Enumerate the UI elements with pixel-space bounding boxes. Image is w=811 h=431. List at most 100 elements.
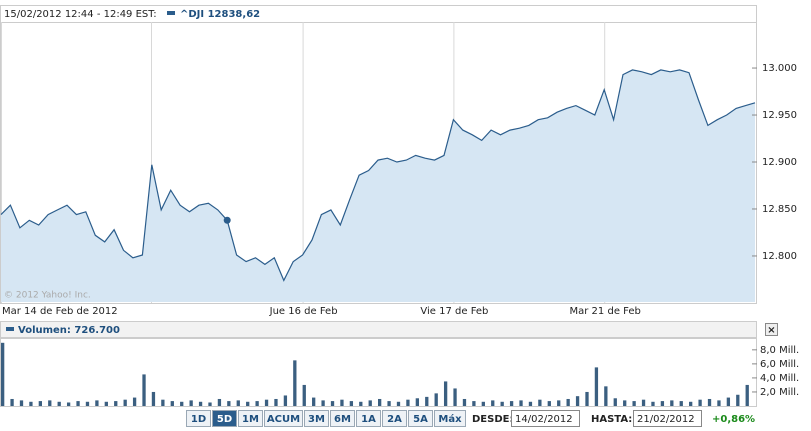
volume-bar: [585, 391, 589, 406]
volume-bar: [359, 401, 363, 406]
volume-bar: [623, 400, 627, 406]
range-label: 5A: [413, 414, 428, 425]
close-button[interactable]: [765, 323, 778, 336]
volume-bar: [736, 394, 740, 406]
volume-bar: [104, 401, 108, 406]
price-area: [1, 69, 755, 303]
volume-bar: [481, 401, 485, 406]
volume-bar: [443, 381, 448, 406]
volume-bar: [462, 398, 467, 406]
volume-bar: [660, 401, 665, 406]
volume-bar: [227, 401, 231, 406]
volume-bar: [208, 402, 212, 406]
volume-bar: [1, 342, 5, 406]
volume-bar: [670, 400, 674, 406]
from-input[interactable]: [511, 410, 580, 427]
volume-bar: [378, 398, 382, 406]
volume-bar: [293, 360, 297, 406]
volume-bar: [302, 384, 306, 406]
volume-bar: [425, 396, 429, 406]
volume-bar: [274, 398, 278, 406]
range-label: 3M: [308, 414, 325, 425]
y-tick-label: 8,0 Mill.: [760, 345, 799, 356]
range-button[interactable]: [382, 410, 407, 427]
range-button[interactable]: [434, 410, 466, 427]
volume-bar: [651, 401, 655, 406]
hover-point: [223, 216, 231, 224]
volume-bar: [415, 398, 419, 406]
volume-bar: [19, 400, 24, 406]
x-tick-label: Mar 21 de Feb: [570, 306, 641, 317]
volume-bar: [189, 400, 193, 406]
range-button[interactable]: [356, 410, 381, 427]
volume-bar: [57, 401, 61, 406]
volume-bar: [500, 401, 504, 406]
volume-bar: [547, 401, 551, 406]
volume-bar: [85, 401, 90, 406]
volume-bar: [368, 400, 372, 406]
range-label: Máx: [438, 413, 462, 425]
controls: 1D 5D 1M ACUM 3M 6M 1A 2A 5A Máx DESDE: 14/02/2012 H…: [186, 410, 755, 427]
volume-bar: [604, 386, 608, 406]
volume-bar: [151, 391, 156, 406]
volume-bar: [66, 402, 71, 406]
copyright: © 2012 Yahoo! Inc.: [4, 291, 91, 301]
volume-bar: [340, 399, 344, 406]
volume-bar: [48, 400, 52, 406]
volume-bar: [509, 401, 514, 406]
volume-bar: [566, 398, 570, 406]
range-label: ACUM: [267, 414, 300, 425]
volume-bar: [76, 401, 80, 406]
legend-swatch: [167, 11, 175, 15]
volume-bar: [472, 401, 476, 406]
volume-bar: [132, 397, 137, 406]
from-label: DESDE:: [472, 414, 513, 425]
range-button[interactable]: [238, 410, 263, 427]
header-time: 15/02/2012 12:44 - 12:49 EST:: [4, 9, 157, 20]
range-button[interactable]: [212, 410, 237, 427]
y-tick-label: 12.900: [762, 157, 797, 168]
volume-swatch: [6, 327, 14, 331]
range-button[interactable]: [264, 410, 303, 427]
volume-bar: [38, 401, 42, 406]
x-tick-label: Vie 17 de Feb: [420, 306, 488, 317]
close-icon: ×: [767, 325, 775, 336]
volume-bar: [349, 401, 354, 406]
range-button[interactable]: [186, 410, 211, 427]
range-label: 1M: [242, 414, 259, 425]
volume-bar: [641, 399, 646, 406]
x-tick-label: Jue 16 de Feb: [269, 306, 338, 317]
volume-bar: [330, 401, 335, 406]
volume-bar: [283, 395, 288, 406]
range-button[interactable]: [408, 410, 433, 427]
range-button[interactable]: [304, 410, 329, 427]
volume-bar: [613, 398, 617, 406]
volume-bar: [434, 393, 438, 406]
volume-bar: [396, 401, 401, 406]
volume-bar: [575, 396, 580, 406]
range-button[interactable]: [330, 410, 355, 427]
range-label: 2A: [387, 414, 402, 425]
volume-bar: [519, 400, 523, 406]
volume-bar: [689, 401, 693, 406]
volume-bar: [264, 399, 269, 406]
y-tick-label: 13.000: [762, 63, 797, 74]
volume-bar: [491, 400, 495, 406]
volume-bar: [180, 401, 184, 406]
price-chart: Mar 14 de Feb de 2012 Jue 16 de Feb Vie 17…: [0, 22, 797, 317]
volume-bar: [95, 400, 99, 406]
volume-bar: [321, 400, 325, 406]
change: +0,86%: [712, 414, 755, 425]
to-label: HASTA:: [591, 414, 632, 425]
volume-bar: [557, 400, 561, 406]
volume-chart: 2,0 Mill. 4,0 Mill. 6,0 Mill. 8,0 Mill.: [0, 338, 799, 407]
range-label: 5D: [217, 414, 232, 425]
volume-bar: [387, 401, 391, 406]
to-input[interactable]: [633, 410, 702, 427]
volume-bar: [170, 401, 174, 406]
y-tick-label: 6,0 Mill.: [760, 359, 799, 370]
volume-bar: [717, 400, 721, 406]
from-value: 14/02/2012: [515, 414, 573, 425]
volume-bar: [255, 401, 259, 406]
